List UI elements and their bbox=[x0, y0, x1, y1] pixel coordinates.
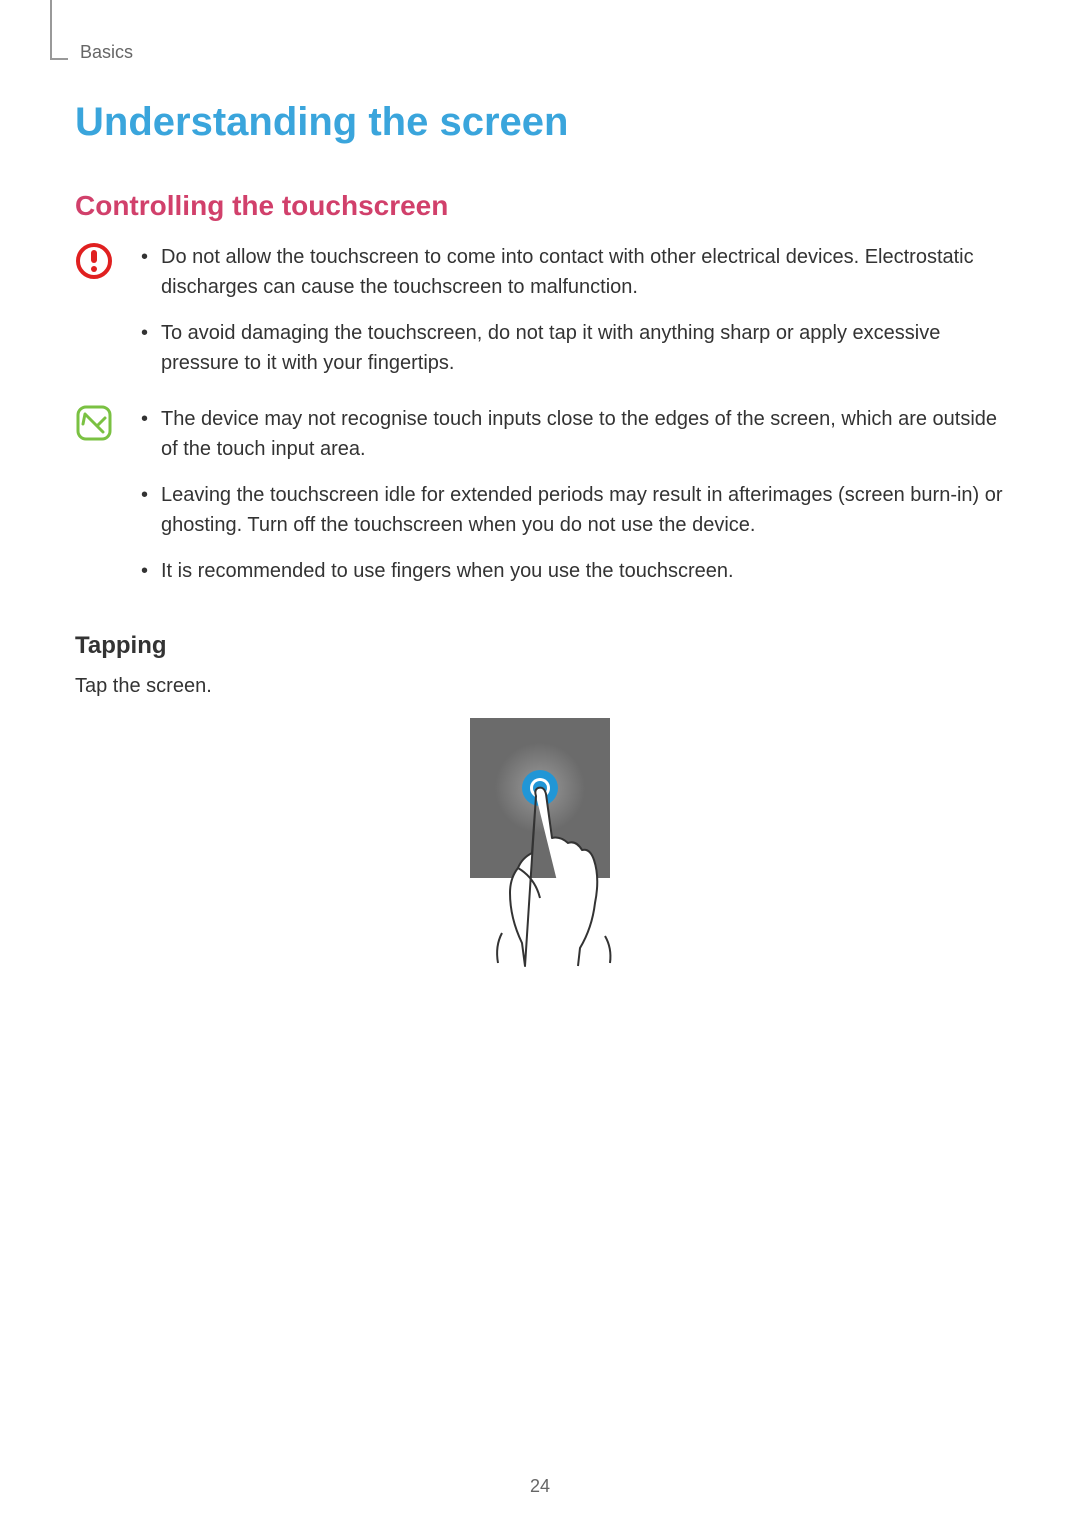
note-icon bbox=[75, 404, 113, 442]
page-number: 24 bbox=[0, 1476, 1080, 1497]
main-heading: Understanding the screen bbox=[75, 100, 1005, 145]
note-block: The device may not recognise touch input… bbox=[75, 404, 1005, 602]
warning-list: Do not allow the touchscreen to come int… bbox=[133, 242, 1005, 394]
tapping-figure bbox=[75, 718, 1005, 968]
section-heading: Controlling the touchscreen bbox=[75, 190, 1005, 222]
breadcrumb: Basics bbox=[80, 42, 133, 63]
warning-item: To avoid damaging the touchscreen, do no… bbox=[133, 318, 1005, 378]
warning-icon bbox=[75, 242, 113, 280]
note-item: It is recommended to use fingers when yo… bbox=[133, 556, 1005, 586]
tapping-text: Tap the screen. bbox=[75, 675, 1005, 698]
note-item: The device may not recognise touch input… bbox=[133, 404, 1005, 464]
page-content: Understanding the screen Controlling the… bbox=[0, 0, 1080, 968]
page-border-decoration bbox=[50, 0, 52, 60]
warning-item: Do not allow the touchscreen to come int… bbox=[133, 242, 1005, 302]
warning-block: Do not allow the touchscreen to come int… bbox=[75, 242, 1005, 394]
note-item: Leaving the touchscreen idle for extende… bbox=[133, 480, 1005, 540]
page-border-decoration bbox=[50, 58, 68, 60]
tapping-heading: Tapping bbox=[75, 632, 1005, 660]
note-list: The device may not recognise touch input… bbox=[133, 404, 1005, 602]
